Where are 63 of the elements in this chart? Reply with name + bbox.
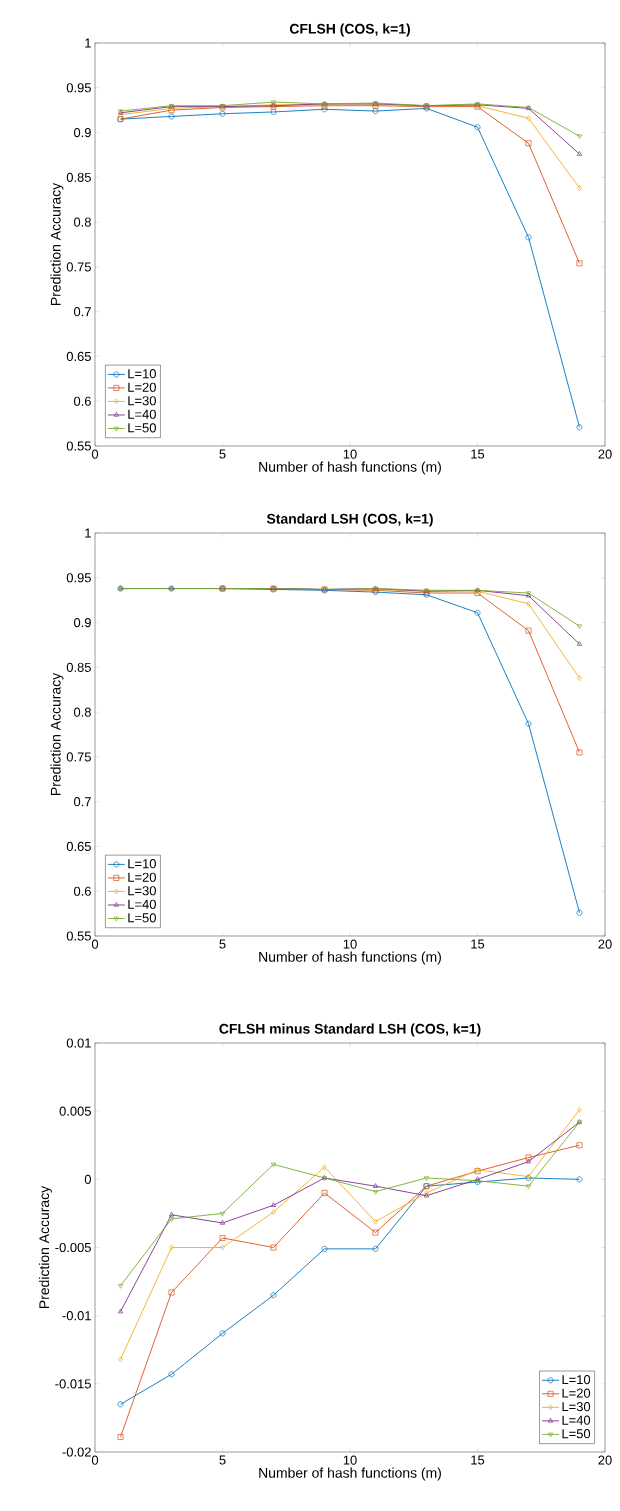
legend-label: L=40 [128, 409, 156, 419]
x-tick-label: 10 [343, 449, 357, 459]
y-tick-label: 0.9 [73, 127, 91, 138]
legend-label: L=20 [128, 382, 156, 392]
x-axis-title: Number of hash functions (m) [259, 951, 441, 965]
x-tick-label: 20 [598, 449, 612, 459]
y-tick-label: 0.65 [66, 351, 91, 362]
y-tick-label: 0.7 [73, 307, 91, 317]
y-tick-label: 1 [85, 38, 91, 48]
legend-label: L=10 [128, 859, 156, 869]
legend-label: L=10 [128, 369, 156, 379]
y-tick-label: 0.8 [73, 217, 91, 227]
y-tick-label: 1 [85, 528, 91, 538]
y-tick-label: 0.7 [73, 797, 91, 807]
y-tick-label: -0.015 [55, 1379, 91, 1389]
legend-label: L=50 [128, 423, 156, 433]
y-tick-label: 0.65 [66, 841, 91, 852]
y-tick-label: 0.85 [66, 172, 91, 182]
x-tick-label: 5 [219, 449, 226, 459]
x-tick-label: 5 [219, 1455, 226, 1465]
legend-label: L=50 [562, 1429, 591, 1439]
legend-label: L=40 [128, 899, 156, 909]
chart-title: CFLSH (COS, k=1) [289, 23, 410, 37]
y-tick-label: 0.75 [66, 262, 91, 272]
y-tick-label: 0.95 [66, 83, 91, 93]
y-tick-label: 0.9 [73, 617, 91, 628]
y-axis-title: Prediction Accuracy [50, 182, 64, 305]
x-axis-title: Number of hash functions (m) [259, 1467, 441, 1481]
x-tick-label: 20 [598, 939, 612, 949]
y-tick-label: 0.55 [66, 441, 91, 451]
x-tick-label: 15 [471, 939, 485, 949]
legend-label: L=30 [128, 396, 156, 406]
x-tick-label: 15 [471, 1455, 485, 1465]
y-tick-label: 0.75 [66, 752, 91, 762]
chart-title: CFLSH minus Standard LSH (COS, k=1) [219, 1023, 481, 1037]
legend-label: L=50 [128, 913, 156, 923]
y-tick-label: 0.005 [59, 1106, 91, 1116]
y-tick-label: 0.8 [73, 707, 91, 717]
y-tick-label: 0.55 [66, 931, 91, 941]
x-tick-label: 10 [343, 939, 357, 949]
y-tick-label: 0.01 [66, 1038, 91, 1048]
chart-title: Standard LSH (COS, k=1) [266, 513, 433, 527]
y-tick-label: 0.6 [73, 886, 91, 896]
x-tick-label: 5 [219, 939, 226, 949]
legend-label: L=40 [562, 1415, 591, 1425]
y-tick-label: 0.95 [66, 573, 91, 583]
y-tick-label: -0.02 [62, 1447, 91, 1457]
x-axis-title: Number of hash functions (m) [259, 461, 441, 475]
x-tick-label: 15 [471, 449, 485, 459]
legend-label: L=20 [128, 872, 156, 882]
y-tick-label: 0.6 [73, 396, 91, 406]
y-axis-title: Prediction Accuracy [50, 672, 64, 795]
y-tick-label: -0.01 [62, 1311, 91, 1321]
legend-label: L=10 [562, 1375, 591, 1385]
x-tick-label: 20 [598, 1455, 612, 1465]
x-tick-label: 10 [343, 1455, 357, 1465]
legend-label: L=20 [562, 1388, 591, 1398]
legend-label: L=30 [562, 1402, 591, 1412]
y-axis-title: Prediction Accuracy [38, 1185, 52, 1308]
y-tick-label: 0 [84, 1174, 91, 1184]
legend-label: L=30 [128, 886, 156, 896]
y-tick-label: -0.005 [55, 1242, 91, 1253]
y-tick-label: 0.85 [66, 662, 91, 672]
